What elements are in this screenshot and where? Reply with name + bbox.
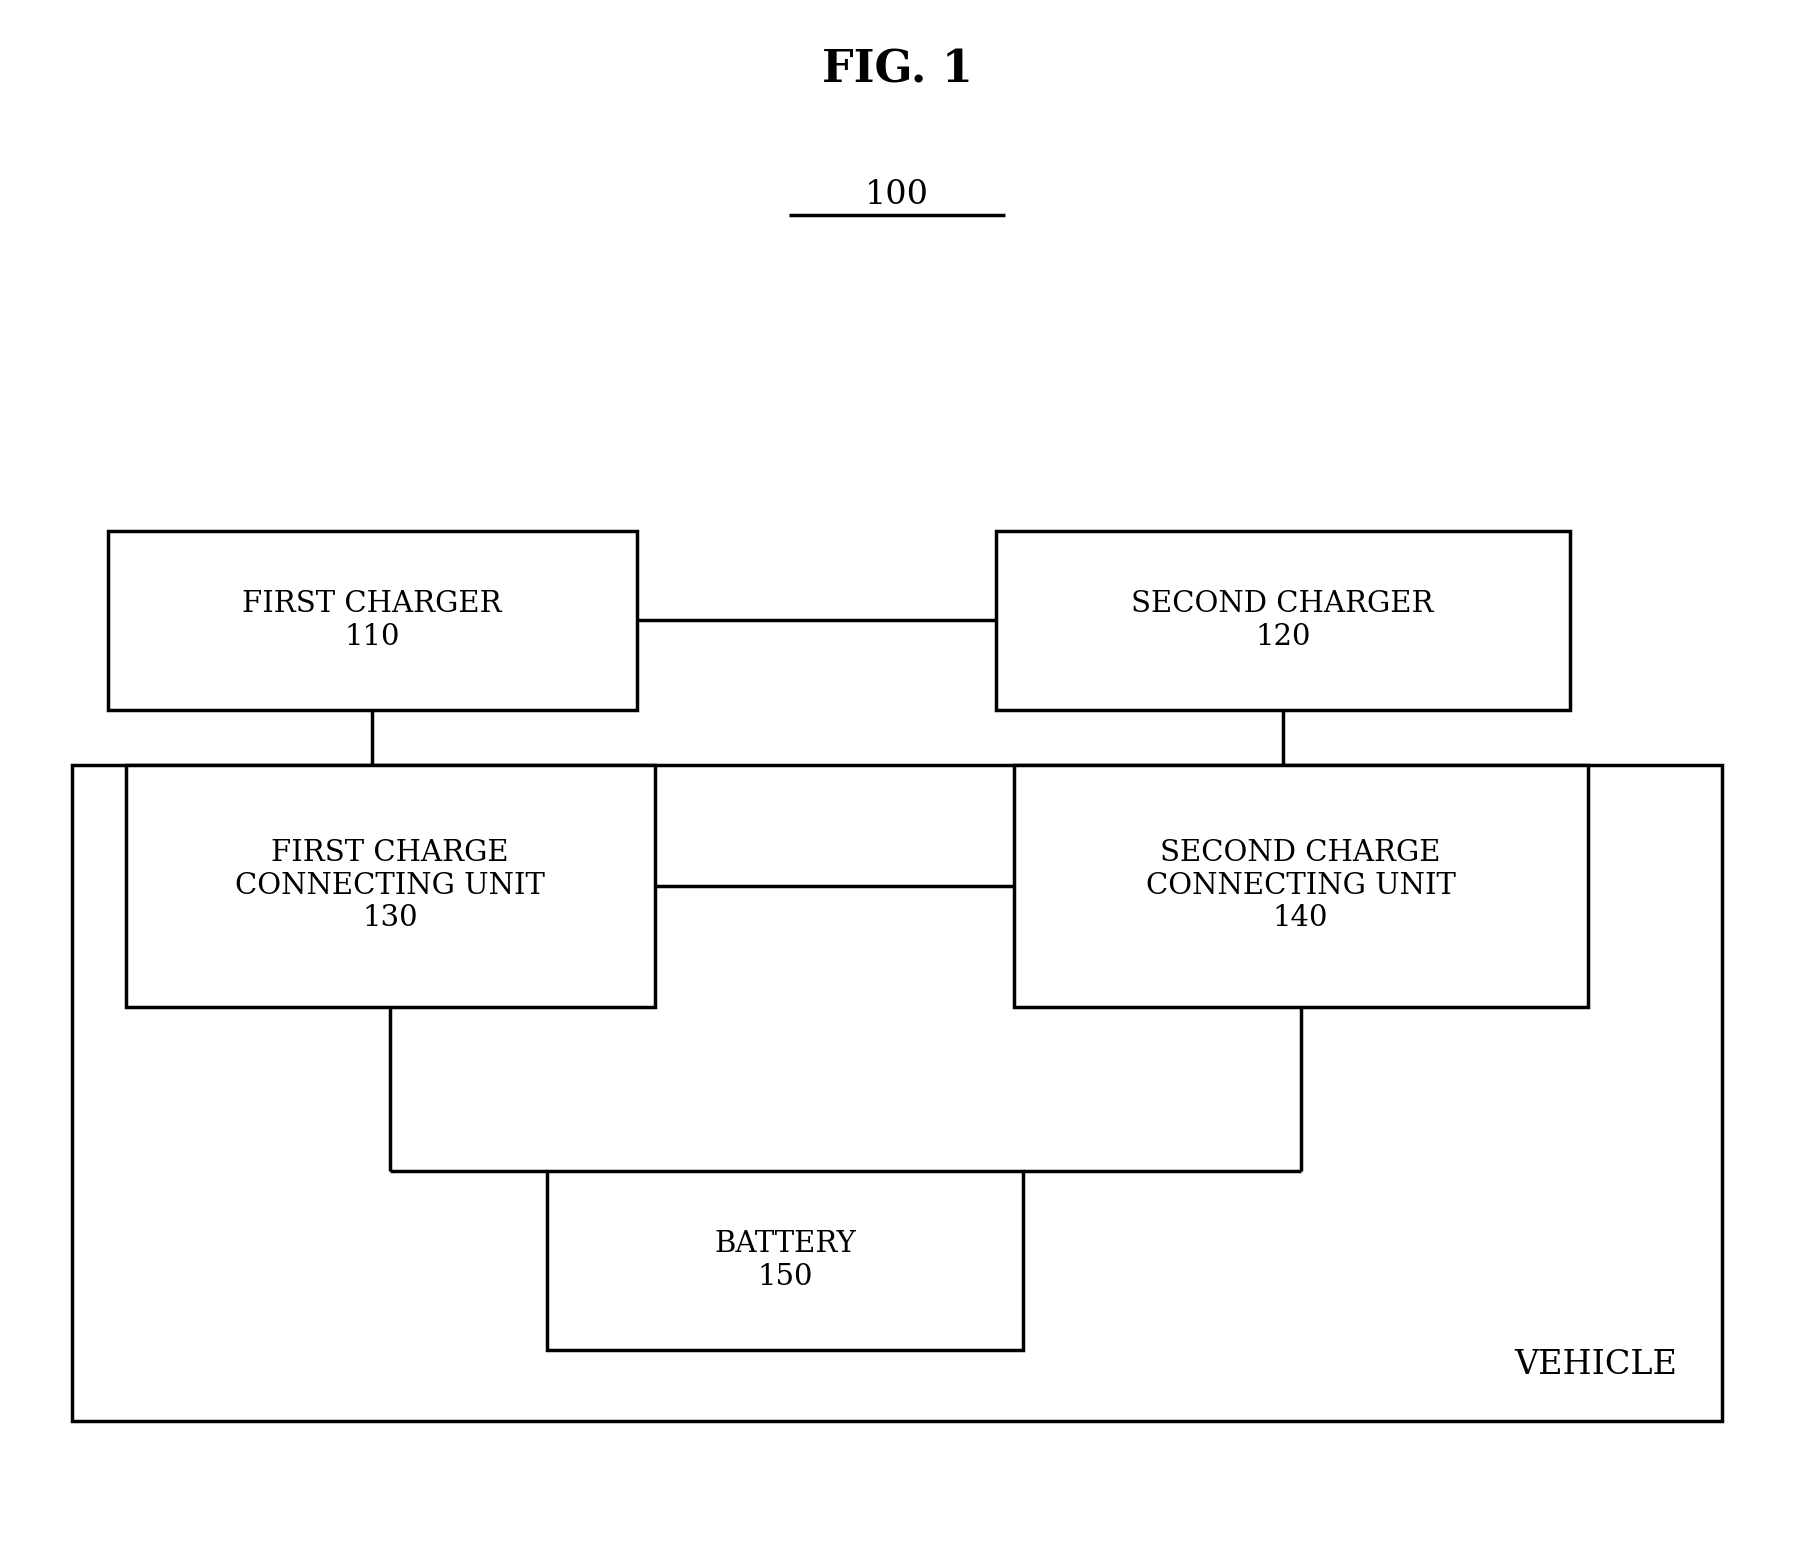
Text: SECOND CHARGER
120: SECOND CHARGER 120 <box>1132 590 1433 651</box>
Text: FIRST CHARGER
110: FIRST CHARGER 110 <box>242 590 502 651</box>
Text: FIG. 1: FIG. 1 <box>822 48 972 92</box>
Text: BATTERY
150: BATTERY 150 <box>714 1230 856 1291</box>
Bar <box>126 765 655 1007</box>
Bar <box>72 765 1722 1421</box>
Text: SECOND CHARGE
CONNECTING UNIT
140: SECOND CHARGE CONNECTING UNIT 140 <box>1146 840 1455 932</box>
Bar <box>547 1171 1023 1350</box>
Text: VEHICLE: VEHICLE <box>1514 1350 1677 1381</box>
Bar <box>1014 765 1588 1007</box>
Text: FIRST CHARGE
CONNECTING UNIT
130: FIRST CHARGE CONNECTING UNIT 130 <box>235 840 545 932</box>
Bar <box>108 531 637 710</box>
Bar <box>996 531 1570 710</box>
Text: 100: 100 <box>865 180 929 211</box>
